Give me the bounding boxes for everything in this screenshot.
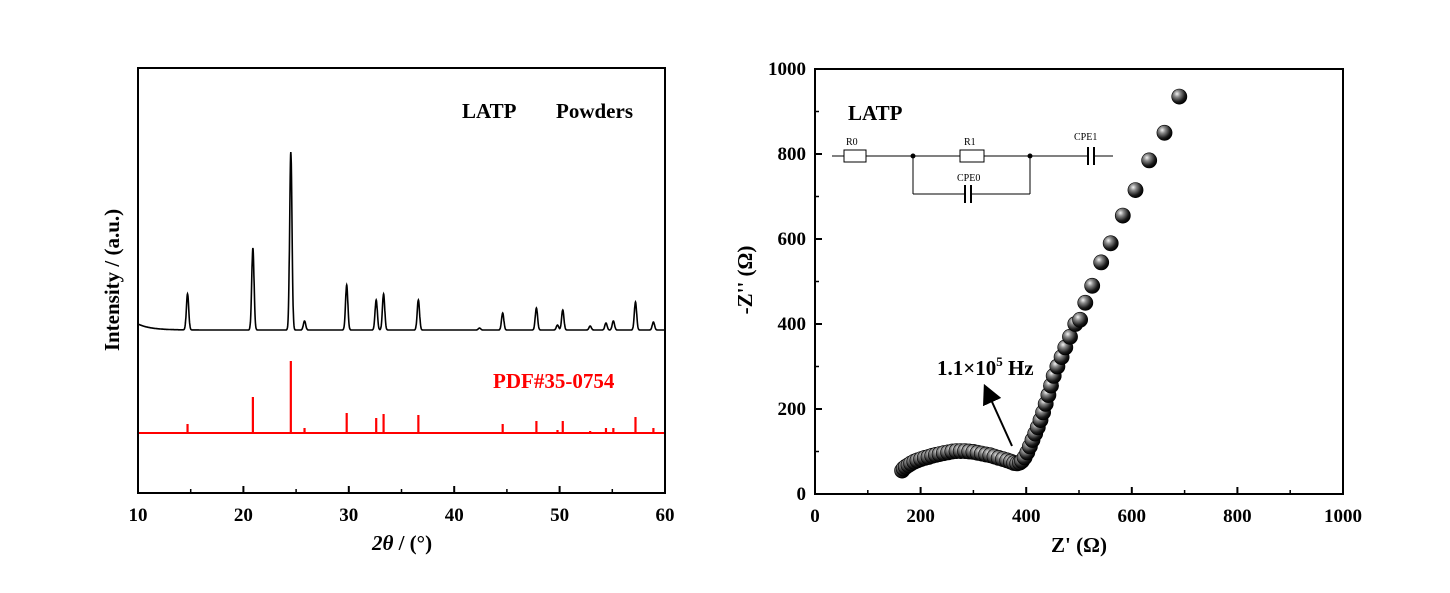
xrd-x-tick-label: 60: [656, 505, 675, 526]
xrd-x-axis-symbol: 2θ: [371, 531, 394, 555]
xrd-x-axis-unit: / (°): [393, 531, 432, 555]
frequency-annotation: 1.1×105 Hz: [937, 354, 1034, 380]
eis-x-tick-label: 800: [1223, 506, 1252, 527]
xrd-x-axis-title: 2θ / (°): [371, 531, 432, 555]
xrd-series-group: [137, 151, 665, 434]
eis-chart: 0 200 400 600 800 1000 0 200 400 600 800 1000 R0 R1…: [733, 59, 1362, 557]
r0-label: R0: [846, 137, 858, 148]
r0-resistor: [843, 149, 867, 163]
frequency-unit: Hz: [1003, 356, 1034, 380]
cpe0-label: CPE0: [957, 173, 980, 184]
eis-x-tick-label: 400: [1012, 506, 1041, 527]
xrd-chart: 10 20 30 40 50 60 LATP Powders PDF#35-0754 2θ…: [100, 67, 675, 555]
nyquist-point: [1171, 88, 1188, 105]
equivalent-circuit: [832, 147, 1113, 203]
eis-y-axis-title: -Z'' (Ω): [733, 246, 757, 315]
nyquist-point: [1102, 235, 1119, 252]
eis-y-tick-label: 0: [797, 484, 807, 505]
xrd-x-ticks: 10 20 30 40 50 60: [129, 486, 675, 526]
nyquist-point: [1084, 277, 1101, 294]
eis-y-tick-label: 1000: [768, 59, 806, 80]
eis-annotation-latp: LATP: [848, 101, 903, 125]
eis-y-tick-label: 400: [778, 314, 807, 335]
xrd-x-tick-label: 30: [339, 505, 358, 526]
frequency-base: 1.1×10: [937, 356, 996, 380]
nyquist-point: [1114, 207, 1131, 224]
xrd-x-tick-label: 40: [445, 505, 464, 526]
xrd-y-axis-title: Intensity / (a.u.): [100, 209, 124, 351]
xrd-measured-pattern: [137, 151, 665, 331]
nyquist-point: [1077, 294, 1094, 311]
eis-axis-ticks: 0 200 400 600 800 1000 0 200 400 600 800 1000: [768, 59, 1362, 527]
xrd-plot-frame: [137, 67, 666, 494]
nyquist-point: [1072, 311, 1088, 328]
xrd-x-tick-label: 20: [234, 505, 253, 526]
xrd-x-tick-label: 50: [550, 505, 569, 526]
r1-label: R1: [964, 137, 976, 148]
eis-y-tick-label: 200: [778, 399, 807, 420]
nyquist-point: [1141, 152, 1158, 169]
eis-x-tick-label: 1000: [1324, 506, 1362, 527]
nyquist-point: [1156, 124, 1173, 141]
circuit-node: [910, 153, 916, 159]
xrd-annotation-powders: Powders: [556, 99, 633, 123]
frequency-exponent: 5: [996, 354, 1003, 369]
frequency-arrow: [983, 383, 1013, 447]
eis-y-tick-label: 600: [778, 229, 807, 250]
eis-x-tick-label: 600: [1118, 506, 1147, 527]
eis-x-tick-label: 200: [906, 506, 935, 527]
eis-series-group: [894, 88, 1188, 479]
nyquist-point: [1127, 182, 1144, 198]
xrd-x-tick-label: 10: [129, 505, 148, 526]
r1-resistor: [959, 149, 985, 163]
cpe1-label: CPE1: [1074, 132, 1097, 143]
circuit-node: [1027, 153, 1033, 159]
eis-x-tick-label: 0: [810, 506, 820, 527]
xrd-annotation-latp: LATP: [462, 99, 517, 123]
eis-x-axis-title: Z' (Ω): [1051, 533, 1107, 557]
xrd-annotation-pdf: PDF#35-0754: [493, 369, 615, 393]
eis-y-tick-label: 800: [778, 144, 807, 165]
nyquist-point: [1093, 254, 1110, 271]
